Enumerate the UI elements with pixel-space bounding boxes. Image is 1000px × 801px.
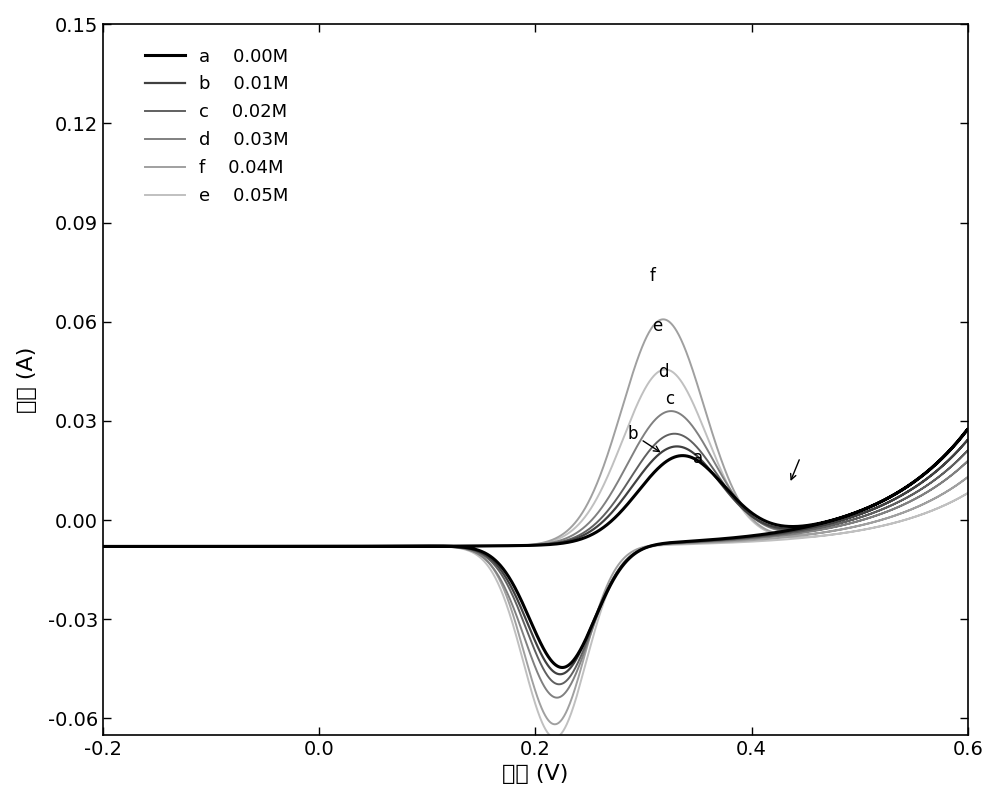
Text: b: b [627,425,659,452]
Text: f: f [649,268,655,285]
Text: c: c [665,389,674,408]
Legend: a    0.00M, b    0.01M, c    0.02M, d    0.03M, f    0.04M, e    0.05M: a 0.00M, b 0.01M, c 0.02M, d 0.03M, f 0.… [138,40,296,212]
Y-axis label: 电流 (A): 电流 (A) [17,346,37,413]
Text: e: e [652,317,663,335]
X-axis label: 电压 (V): 电压 (V) [502,764,569,784]
Text: d: d [658,363,668,381]
Text: a: a [693,449,703,467]
